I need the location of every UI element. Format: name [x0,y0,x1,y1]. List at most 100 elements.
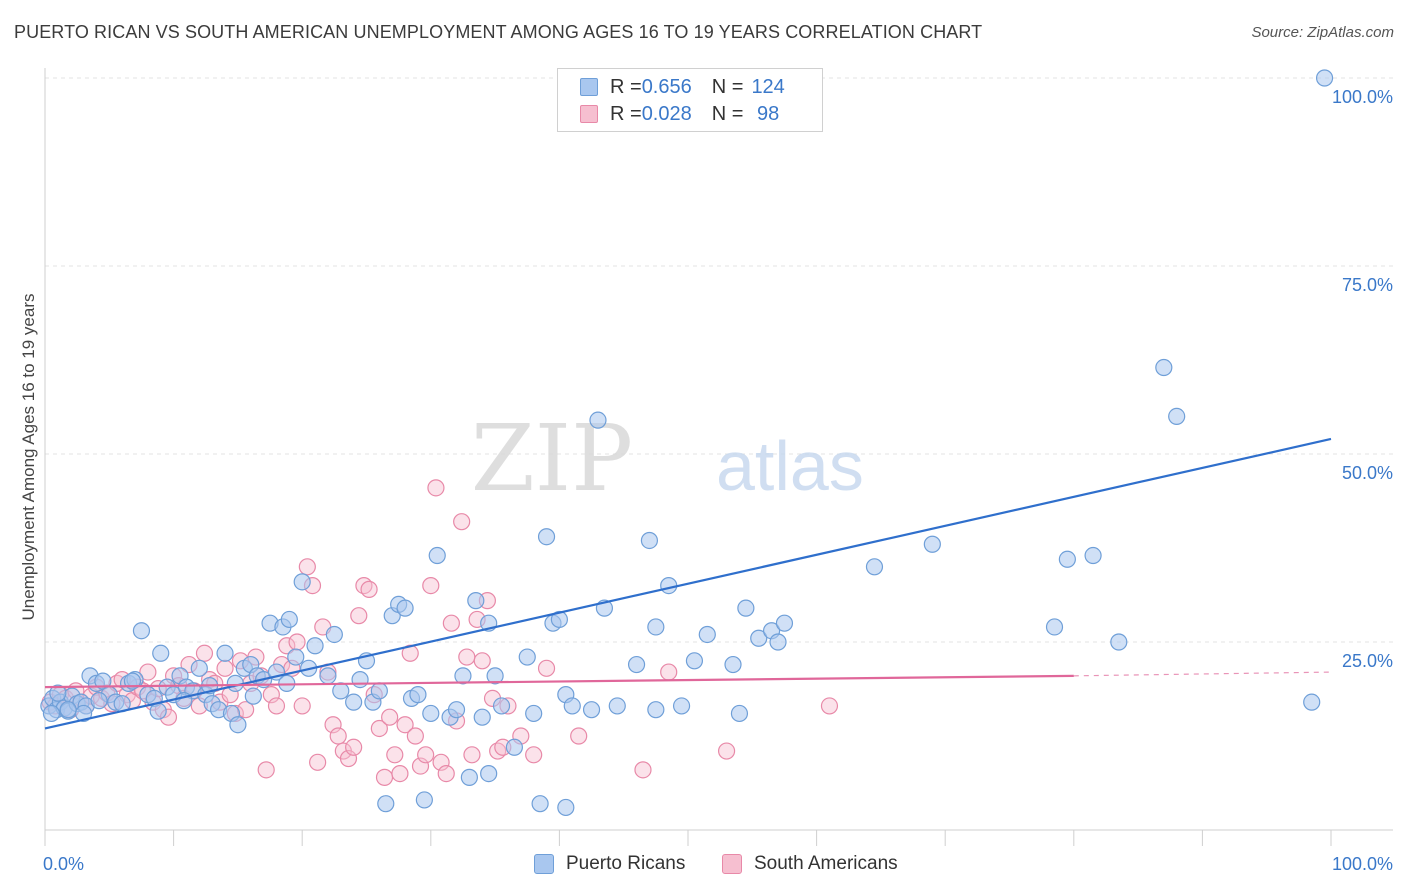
point-south-americans [329,727,347,745]
legend-n-label: N = [711,75,744,98]
point-puerto-ricans [672,697,691,715]
point-south-americans [411,757,430,775]
point-south-americans [345,738,363,756]
point-south-americans [422,576,440,595]
point-puerto-ricans [698,625,716,644]
bottom-swatch-blue [534,854,554,874]
point-puerto-ricans [325,625,343,644]
x-tick-label: 0.0% [43,854,84,874]
point-south-americans [288,633,306,651]
legend-swatch-pink [580,105,598,123]
point-puerto-ricans [49,684,67,702]
point-south-americans [570,727,588,745]
point-puerto-ricans [90,692,108,710]
point-puerto-ricans [775,614,794,632]
point-puerto-ricans [345,693,363,711]
bottom-legend-label: South Americans [754,853,898,874]
trend-lines [44,437,1332,730]
point-puerto-ricans [492,697,511,715]
bottom-swatch-pink [722,854,742,874]
point-south-americans [406,727,424,745]
point-puerto-ricans [685,652,704,670]
point-puerto-ricans [531,795,549,813]
point-south-americans [820,697,839,715]
point-puerto-ricans [486,667,504,685]
point-puerto-ricans [149,702,167,720]
point-puerto-ricans [480,764,498,783]
point-puerto-ricans [865,558,884,576]
point-puerto-ricans [640,531,659,550]
point-puerto-ricans [428,546,446,565]
point-puerto-ricans [377,795,395,813]
point-south-americans [309,753,327,771]
point-south-americans [381,708,399,726]
point-south-americans [525,746,543,764]
point-puerto-ricans [415,791,433,809]
point-south-americans [293,697,311,715]
point-south-americans [442,614,460,632]
point-south-americans [396,716,414,734]
point-puerto-ricans [1110,633,1128,651]
point-puerto-ricans [244,687,262,705]
point-puerto-ricans [1303,693,1321,711]
trend-line-south-americans-projection [1073,671,1332,677]
y-tick-label: 50.0% [1342,463,1393,483]
y-tick-label: 25.0% [1342,651,1393,671]
axis-labels: 25.0% 50.0% 75.0% 100.0% 0.0% 100.0% [43,87,1393,874]
point-puerto-ricans [1084,546,1102,565]
point-south-americans [267,697,286,715]
point-south-americans [350,607,368,625]
point-south-americans [391,764,409,783]
point-south-americans [324,716,342,734]
trend-line-puerto-ricans [44,437,1332,730]
point-puerto-ricans [216,644,234,662]
point-south-americans [386,746,404,764]
point-puerto-ricans [627,655,646,674]
point-puerto-ricans [1315,69,1334,87]
legend-row-south-americans: R = 0.028 N = 98 [580,102,779,126]
legend-r-label: R = [610,102,642,125]
trend-line-south-americans [44,674,1074,689]
point-puerto-ricans [132,622,151,640]
stats-legend: R = 0.656 N = 124 R = 0.028 N = 98 [557,68,823,132]
point-puerto-ricans [454,667,472,685]
point-south-americans [453,513,471,531]
point-puerto-ricans [74,704,93,723]
point-south-americans [417,746,435,764]
point-south-americans [370,719,388,738]
point-puerto-ricans [306,637,324,655]
point-puerto-ricans [1168,407,1186,425]
point-puerto-ricans [608,697,626,715]
point-puerto-ricans [42,704,61,723]
legend-n-label: N = [711,102,744,125]
point-puerto-ricans [422,704,440,723]
point-puerto-ricans [769,633,787,651]
x-tick-label: 100.0% [1332,854,1393,874]
point-puerto-ricans [1155,358,1173,377]
y-tick-label: 75.0% [1342,275,1393,295]
point-puerto-ricans [589,411,607,429]
point-south-americans [375,768,394,786]
point-south-americans [463,746,481,764]
bottom-legend-label: Puerto Ricans [566,853,686,874]
point-puerto-ricans [152,644,170,662]
point-puerto-ricans [287,648,305,666]
point-puerto-ricans [332,682,350,700]
point-puerto-ricans [59,701,77,719]
point-puerto-ricans [647,701,665,719]
point-south-americans [432,753,450,771]
point-south-americans [458,648,476,666]
point-south-americans [262,686,280,704]
point-south-americans [360,580,378,598]
point-puerto-ricans [229,716,247,734]
point-puerto-ricans [351,670,369,689]
gridlines [45,77,1393,643]
point-puerto-ricans [923,535,941,553]
point-puerto-ricans [737,599,755,617]
legend-n-value: 124 [751,75,785,98]
point-puerto-ricans [505,738,523,756]
series-puerto-ricans [40,69,1334,817]
point-puerto-ricans [293,573,311,591]
point-puerto-ricans [660,576,678,595]
